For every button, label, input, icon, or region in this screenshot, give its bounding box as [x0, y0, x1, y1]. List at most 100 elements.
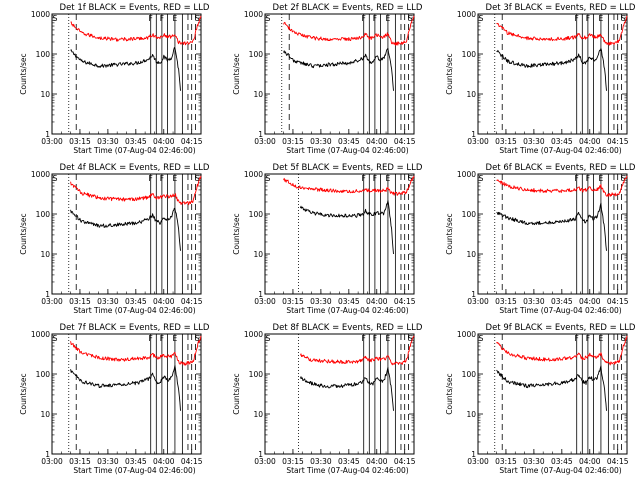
x-tick-label: 03:30: [310, 457, 332, 466]
x-tick-label: 03:45: [338, 297, 360, 306]
flag-label-s: S: [53, 174, 58, 183]
flag-label-f: F: [575, 14, 579, 23]
x-tick-label: 04:00: [153, 457, 175, 466]
y-tick-label: 1000: [457, 170, 476, 179]
y-tick-label: 10: [40, 90, 50, 99]
x-tick-label: 03:30: [97, 137, 119, 146]
flag-label-s: S: [266, 334, 271, 343]
y-tick-label: 100: [462, 210, 477, 219]
flag-label-s: S: [479, 334, 484, 343]
detector-panel-4: Det 4f BLACK = Events, RED = LLD 1 10 100 10…: [19, 163, 210, 315]
flag-label-f: F: [149, 14, 153, 23]
x-tick-label: 04:15: [394, 457, 416, 466]
flag-label-e: E: [386, 174, 391, 183]
series-line-lld: [283, 175, 415, 196]
panel-title: Det 8f BLACK = Events, RED = LLD: [273, 323, 423, 333]
y-tick-label: 1: [471, 450, 476, 459]
y-tick-label: 10: [253, 410, 263, 419]
x-tick-label: 03:00: [254, 457, 276, 466]
flag-label-e: E: [386, 334, 391, 343]
y-tick-label: 1: [45, 450, 50, 459]
flag-label-s: S: [195, 174, 200, 183]
x-tick-label: 04:15: [394, 297, 416, 306]
y-axis-label: Counts/sec: [232, 213, 241, 254]
x-tick-label: 03:15: [69, 137, 91, 146]
x-tick-label: 04:00: [579, 457, 601, 466]
y-axis-label: Counts/sec: [445, 53, 454, 94]
y-tick-label: 1: [258, 290, 263, 299]
y-axis-label: Counts/sec: [19, 373, 28, 414]
x-axis-label: Start Time (07-Aug-04 02:46:00): [73, 146, 195, 155]
x-tick-label: 03:00: [41, 137, 63, 146]
y-tick-label: 100: [249, 370, 264, 379]
x-tick-label: 04:00: [366, 297, 388, 306]
series-line-events: [496, 47, 607, 91]
series-line-events: [496, 365, 607, 411]
series-line-lld: [496, 335, 628, 366]
series-line-lld: [70, 15, 202, 46]
series-line-lld: [496, 175, 628, 197]
flag-label-f: F: [373, 174, 377, 183]
flag-label-f: F: [362, 334, 366, 343]
x-tick-label: 04:15: [181, 297, 203, 306]
flag-label-s: S: [266, 174, 271, 183]
x-tick-label: 03:15: [69, 457, 91, 466]
flag-label-s: S: [621, 14, 626, 23]
flag-label-e: E: [173, 14, 178, 23]
flag-label-s: S: [195, 14, 200, 23]
y-tick-label: 1: [258, 130, 263, 139]
y-tick-label: 100: [36, 370, 51, 379]
series-line-events: [496, 202, 607, 251]
x-axis-label: Start Time (07-Aug-04 02:46:00): [499, 306, 621, 315]
series-line-lld: [283, 15, 415, 46]
x-tick-label: 03:15: [495, 137, 517, 146]
flag-label-s: S: [266, 14, 271, 23]
series-line-events: [299, 200, 394, 255]
x-tick-label: 03:45: [551, 137, 573, 146]
x-tick-label: 03:45: [125, 297, 147, 306]
x-tick-label: 03:00: [254, 137, 276, 146]
flag-label-s: S: [621, 174, 626, 183]
y-tick-label: 100: [462, 50, 477, 59]
x-tick-label: 03:00: [41, 297, 63, 306]
flag-label-f: F: [575, 174, 579, 183]
x-axis-label: Start Time (07-Aug-04 02:46:00): [499, 466, 621, 475]
detector-panel-9: Det 9f BLACK = Events, RED = LLD 1 10 100 10…: [445, 323, 636, 475]
x-tick-label: 04:00: [366, 137, 388, 146]
series-line-lld: [70, 335, 202, 366]
flag-label-s: S: [53, 14, 58, 23]
flag-label-s: S: [53, 334, 58, 343]
flag-label-s: S: [195, 334, 200, 343]
flag-label-f: F: [586, 14, 590, 23]
flag-label-e: E: [173, 334, 178, 343]
y-axis-label: Counts/sec: [445, 373, 454, 414]
x-tick-label: 04:15: [607, 137, 629, 146]
x-tick-label: 03:45: [338, 457, 360, 466]
flag-label-e: E: [599, 174, 604, 183]
series-line-events: [283, 47, 394, 91]
y-tick-label: 1: [258, 450, 263, 459]
x-tick-label: 03:30: [523, 297, 545, 306]
x-axis-label: Start Time (07-Aug-04 02:46:00): [499, 146, 621, 155]
x-axis-label: Start Time (07-Aug-04 02:46:00): [286, 306, 408, 315]
flag-label-f: F: [586, 174, 590, 183]
x-tick-label: 04:00: [366, 457, 388, 466]
flag-label-f: F: [575, 334, 579, 343]
x-tick-label: 03:30: [523, 137, 545, 146]
x-tick-label: 03:45: [551, 457, 573, 466]
x-axis-label: Start Time (07-Aug-04 02:46:00): [286, 146, 408, 155]
x-tick-label: 03:45: [551, 297, 573, 306]
flag-label-f: F: [362, 174, 366, 183]
x-tick-label: 04:15: [607, 297, 629, 306]
y-tick-label: 100: [249, 210, 264, 219]
x-axis-label: Start Time (07-Aug-04 02:46:00): [73, 466, 195, 475]
panel-title: Det 1f BLACK = Events, RED = LLD: [60, 3, 210, 13]
y-axis-label: Counts/sec: [19, 53, 28, 94]
x-tick-label: 03:15: [495, 297, 517, 306]
y-tick-label: 10: [466, 90, 476, 99]
panel-title: Det 4f BLACK = Events, RED = LLD: [60, 163, 210, 173]
y-axis-label: Counts/sec: [232, 373, 241, 414]
panel-title: Det 2f BLACK = Events, RED = LLD: [273, 3, 423, 13]
series-line-lld: [496, 15, 628, 46]
